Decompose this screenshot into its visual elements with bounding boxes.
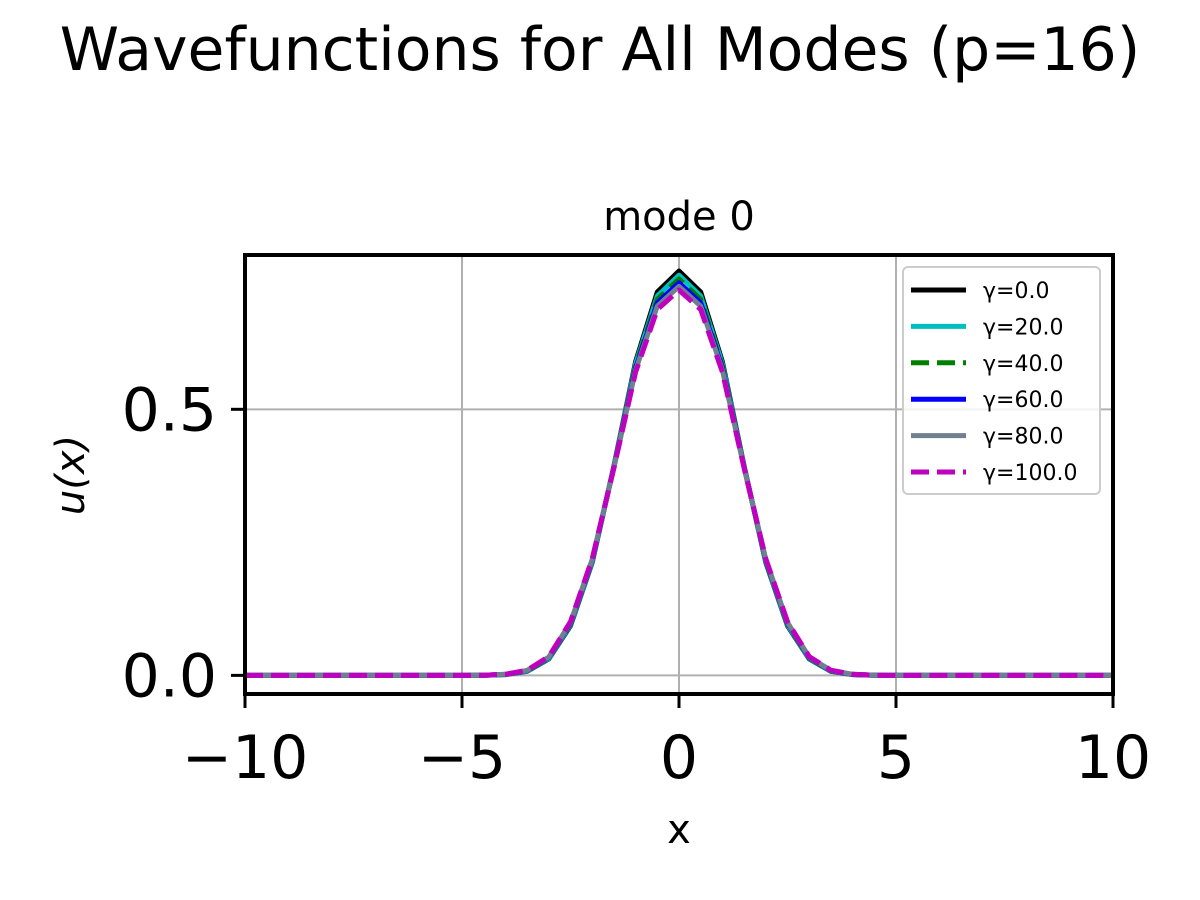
series-line (245, 287, 1113, 678)
y-tick-label: 0.5 (122, 375, 217, 445)
y-axis-label: u(x) (48, 435, 94, 515)
legend: γ=0.0 γ=20.0 γ=40.0 γ=60.0 γ=80.0 γ=100.0 (902, 266, 1101, 495)
legend-label: γ=100.0 (983, 461, 1077, 486)
legend-label: γ=80.0 (983, 425, 1063, 450)
x-tick-label: 0 (660, 723, 698, 793)
axes-title: mode 0 (603, 194, 755, 240)
legend-items: γ=0.0 γ=20.0 γ=40.0 γ=60.0 γ=80.0 γ=100.0 (911, 279, 1077, 486)
legend-label: γ=0.0 (983, 279, 1049, 304)
y-tick-label: 0.0 (122, 641, 217, 711)
legend-label: γ=20.0 (983, 315, 1063, 340)
x-tick-label: 10 (1075, 723, 1151, 793)
x-tick-label: 5 (877, 723, 915, 793)
legend-label: γ=60.0 (983, 388, 1063, 413)
legend-label: γ=40.0 (983, 352, 1063, 377)
x-axis-label: x (667, 807, 691, 853)
x-tick-label: −10 (182, 723, 309, 793)
axis-ticks: −10 −5 0 5 10 0.0 0.5 (122, 375, 1152, 793)
figure-suptitle: Wavefunctions for All Modes (p=16) (60, 15, 1140, 85)
series-lines (245, 268, 1113, 678)
x-tick-label: −5 (418, 723, 506, 793)
